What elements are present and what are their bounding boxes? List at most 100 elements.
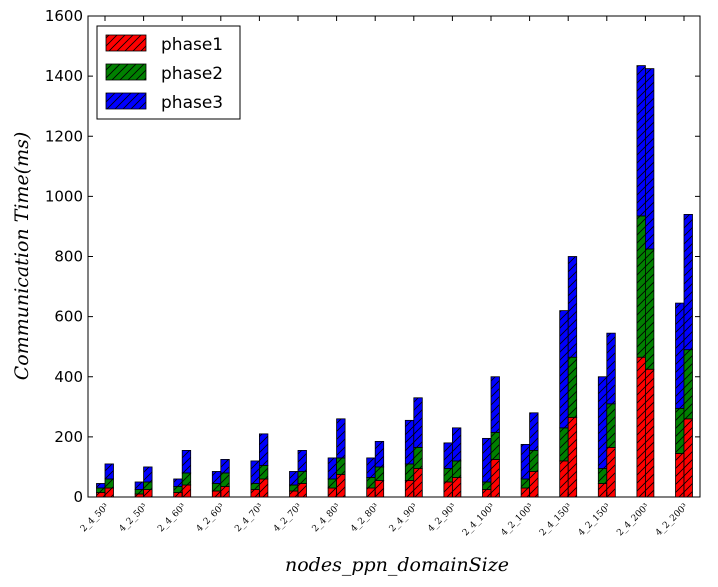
bar-hatch xyxy=(328,487,337,497)
bar-hatch xyxy=(529,412,539,451)
x-tick-label: 4_2_100³ xyxy=(499,502,536,539)
bar-hatch xyxy=(636,215,646,358)
bars xyxy=(96,65,693,498)
y-axis: 0 200 400 600 800 1000 1200 1400 1600 xyxy=(45,7,700,506)
bar-hatch xyxy=(491,432,500,460)
x-tick-label: 4_2_80³ xyxy=(349,502,381,534)
bar-hatch xyxy=(220,459,230,473)
y-tick-label: 200 xyxy=(54,428,83,446)
bar-hatch xyxy=(96,483,105,488)
bar-hatch xyxy=(259,433,268,466)
bar-hatch xyxy=(405,480,414,497)
bar-hatch xyxy=(645,248,654,370)
bar-hatch xyxy=(250,483,260,490)
bar-hatch xyxy=(405,463,414,481)
bar-hatch xyxy=(684,418,693,497)
x-tick-label: 2_4_100³ xyxy=(461,502,498,539)
x-tick-label: 2_4_90³ xyxy=(388,502,420,534)
bar-hatch xyxy=(675,303,684,409)
legend-swatch-phase2-hatch xyxy=(106,64,146,80)
x-tick-label: 2_4_200³ xyxy=(615,502,652,539)
bar-hatch xyxy=(366,477,376,488)
bar-hatch xyxy=(173,478,183,487)
bar-hatch xyxy=(105,487,114,497)
bar-hatch xyxy=(298,471,307,484)
bar-hatch xyxy=(684,349,693,419)
bar-hatch xyxy=(598,468,607,484)
bar-hatch xyxy=(521,478,530,488)
x-tick-label: 2_4_80³ xyxy=(311,502,343,534)
bar-hatch xyxy=(173,486,183,493)
y-tick-label: 1200 xyxy=(45,127,83,145)
bar-hatch xyxy=(606,333,616,404)
bar-hatch xyxy=(675,453,684,497)
y-tick-label: 1000 xyxy=(45,187,83,205)
bar-hatch xyxy=(529,450,539,472)
bar-hatch xyxy=(375,441,384,467)
bar-hatch xyxy=(220,486,230,497)
bar-hatch xyxy=(443,442,453,469)
bar-hatch xyxy=(375,466,384,481)
bar-hatch xyxy=(452,427,461,461)
bar-hatch xyxy=(413,397,423,448)
bar-hatch xyxy=(250,489,260,497)
y-tick-label: 1400 xyxy=(45,67,83,85)
bar-hatch xyxy=(105,478,114,488)
bar-hatch xyxy=(606,403,616,448)
x-tick-label: 4_2_90³ xyxy=(426,502,458,534)
bar-hatch xyxy=(173,492,183,497)
bar-hatch xyxy=(645,68,654,249)
bar-hatch xyxy=(375,480,384,497)
bar-hatch xyxy=(143,466,153,482)
bar-hatch xyxy=(105,463,114,479)
bar-hatch xyxy=(96,487,105,493)
legend-label-phase1: phase1 xyxy=(161,35,223,55)
bar-hatch xyxy=(568,357,577,418)
x-tick-label: 2_4_150³ xyxy=(538,502,575,539)
y-tick-label: 400 xyxy=(54,368,83,386)
legend-swatch-phase3-hatch xyxy=(106,93,146,109)
bar-hatch xyxy=(259,465,268,479)
bar-hatch xyxy=(675,408,684,454)
x-tick-label: 2_4_50³ xyxy=(79,502,111,534)
bar-hatch xyxy=(559,460,569,497)
bar-hatch xyxy=(366,487,376,497)
x-tick-label: 2_4_60³ xyxy=(156,502,188,534)
x-tick-label: 4_2_200³ xyxy=(654,502,691,539)
bar-hatch xyxy=(568,417,577,497)
x-tick-label: 4_2_50³ xyxy=(118,502,150,534)
bar-hatch xyxy=(328,457,337,479)
bar-hatch xyxy=(212,483,221,491)
bar-hatch xyxy=(298,450,307,472)
bar-hatch xyxy=(606,447,616,497)
bar-hatch xyxy=(336,457,346,475)
bar-hatch xyxy=(645,369,654,497)
bar-hatch xyxy=(452,477,461,497)
bar-hatch xyxy=(598,376,607,469)
bar-hatch xyxy=(568,256,577,358)
bar-hatch xyxy=(220,472,230,487)
bar-hatch xyxy=(289,490,298,497)
x-tick-label: 2_4_70³ xyxy=(233,502,265,534)
bar-hatch xyxy=(482,481,491,490)
bar-hatch xyxy=(559,310,569,428)
bar-hatch xyxy=(328,478,337,488)
bar-hatch xyxy=(636,65,646,216)
bar-hatch xyxy=(212,490,221,497)
bar-hatch xyxy=(491,459,500,497)
bar-hatch xyxy=(182,484,191,497)
legend-label-phase3: phase3 xyxy=(161,93,223,113)
y-axis-label: Communication Time(ms) xyxy=(11,132,33,381)
bar-hatch xyxy=(636,357,646,497)
x-axis-label: nodes_ppn_domainSize xyxy=(285,554,509,576)
y-tick-label: 0 xyxy=(73,488,83,506)
bar-hatch xyxy=(143,489,153,497)
y-tick-label: 1600 xyxy=(45,7,83,25)
legend: phase1 phase2 phase3 xyxy=(96,25,241,120)
bar-hatch xyxy=(413,468,423,497)
bar-hatch xyxy=(482,438,491,482)
bar-hatch xyxy=(289,484,298,491)
bar-hatch xyxy=(491,376,500,433)
legend-label-phase2: phase2 xyxy=(161,64,223,84)
